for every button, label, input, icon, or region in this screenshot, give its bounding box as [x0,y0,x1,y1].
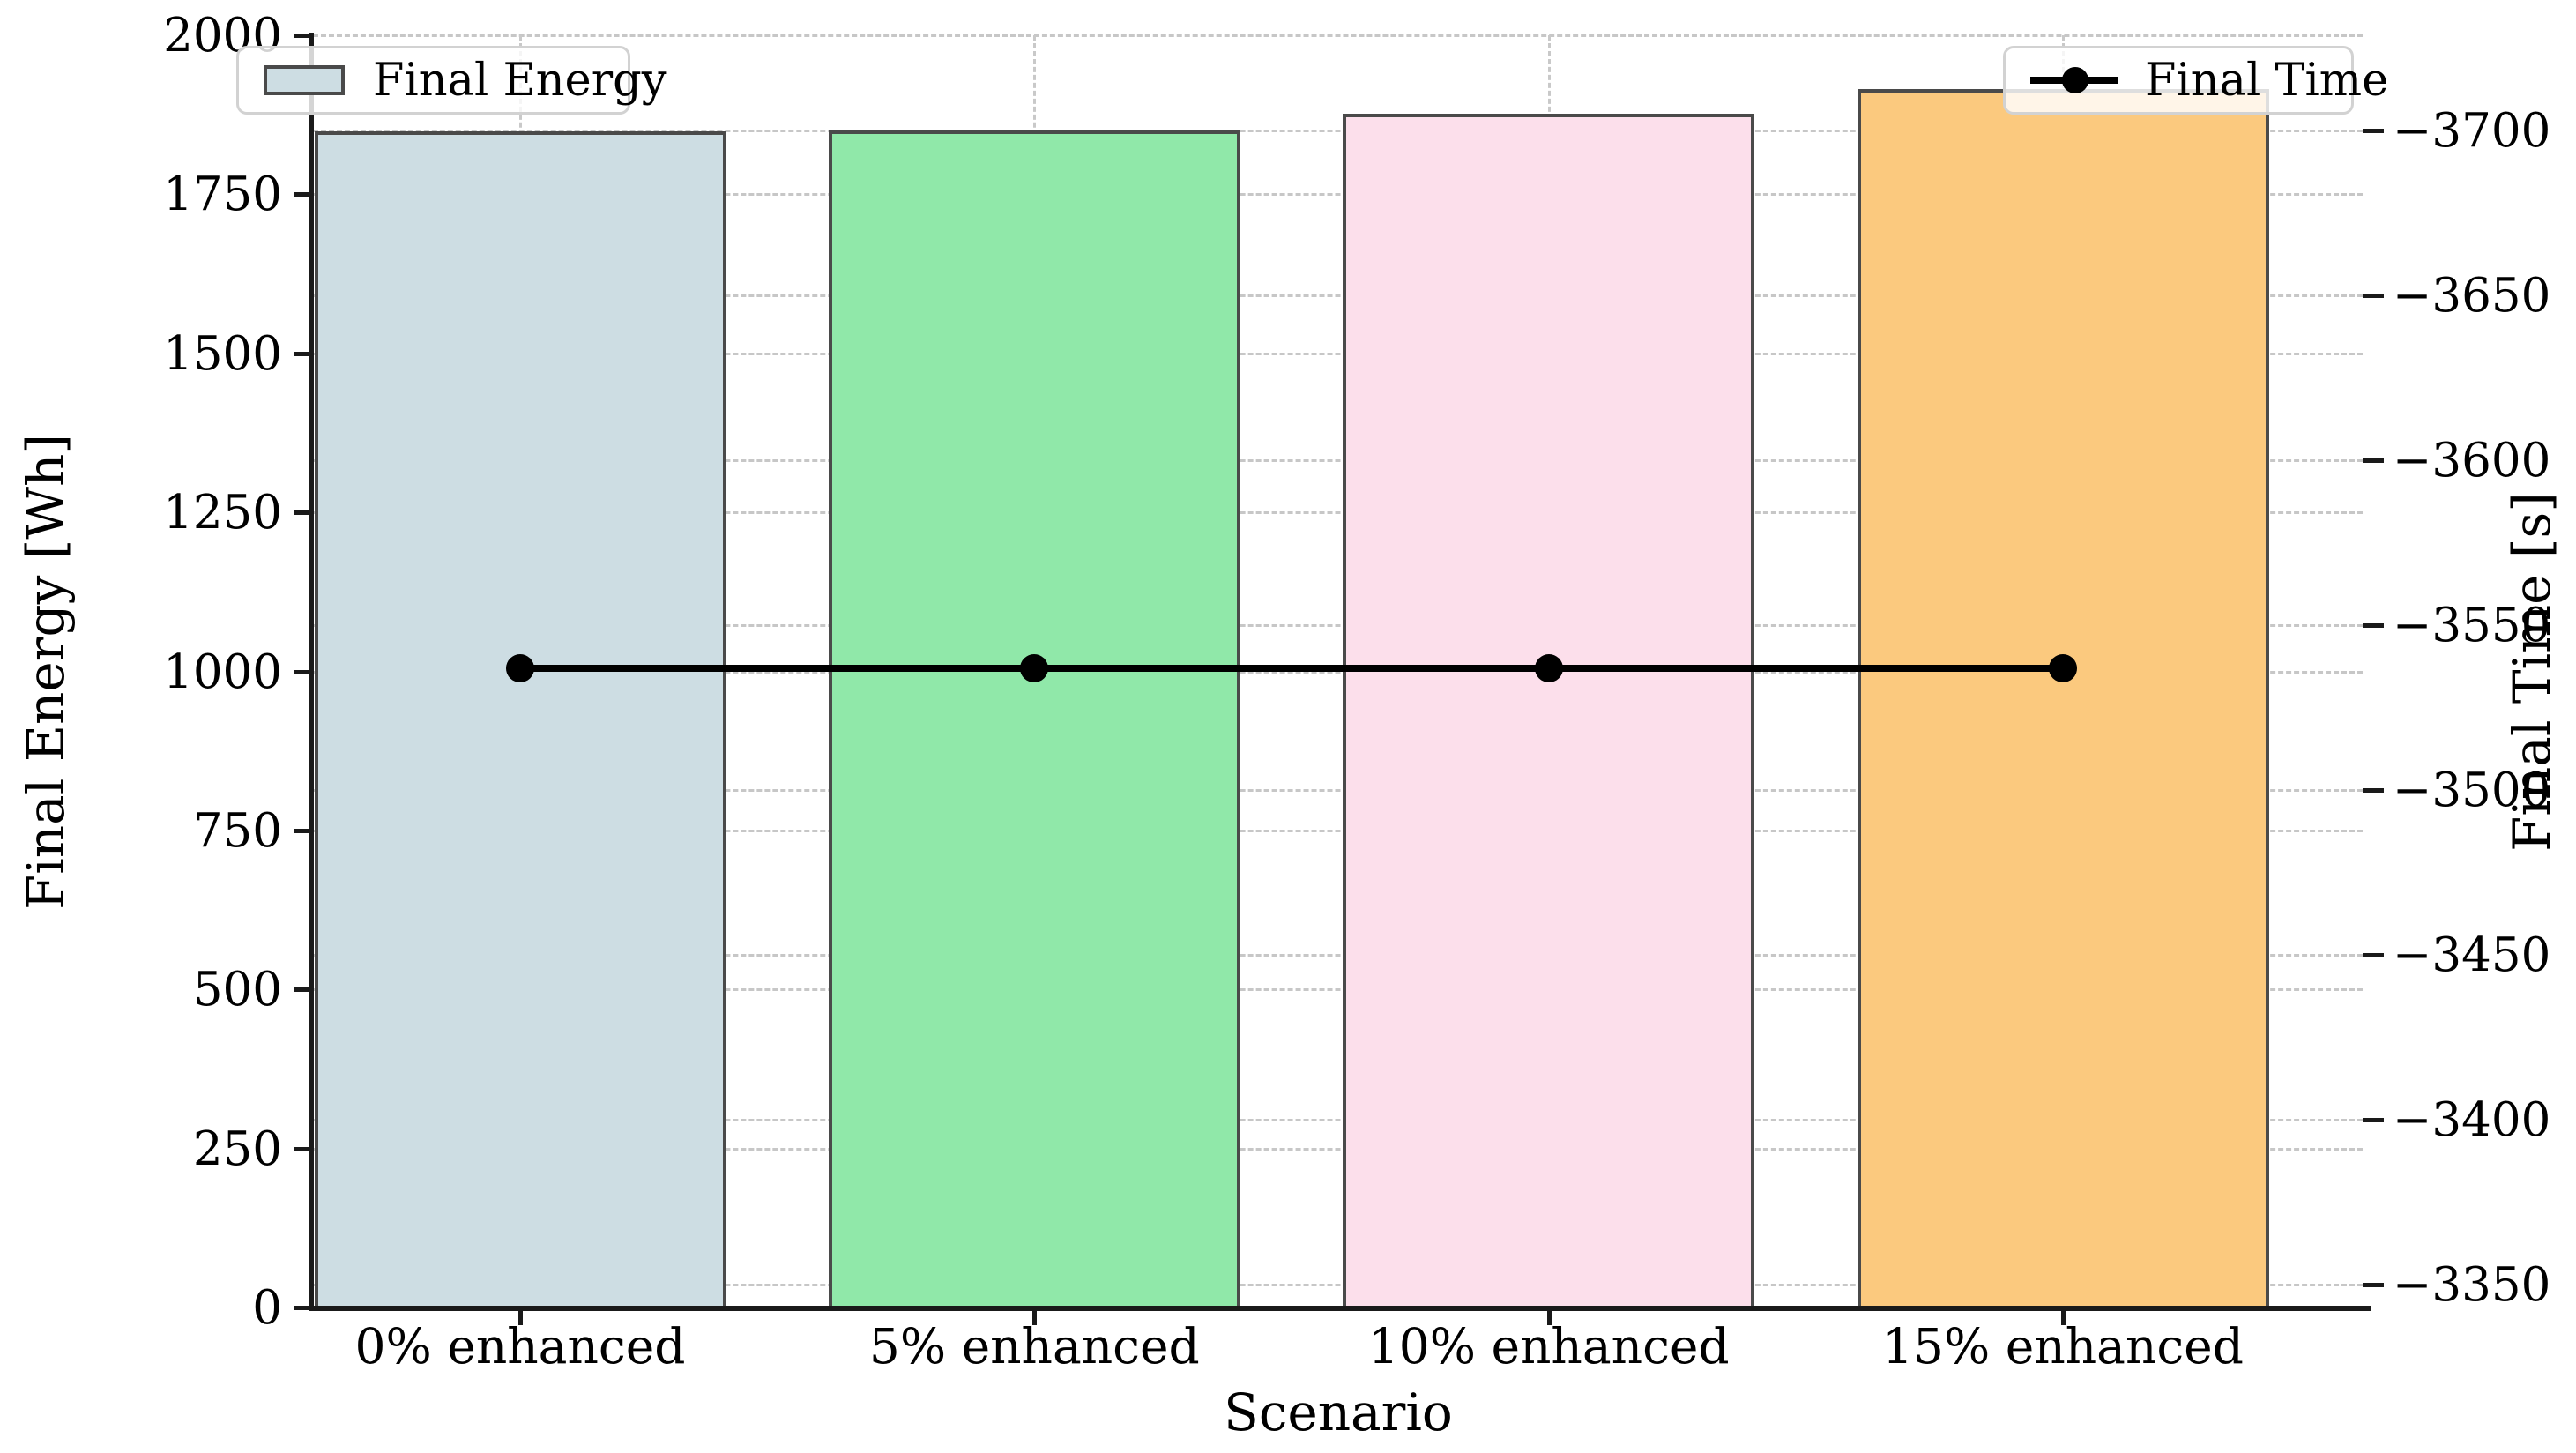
right-tick-label--3350: −3350 [2393,1257,2551,1312]
right-tick--3350 [2363,1282,2384,1287]
bar-0-enhanced [314,130,726,1309]
legend-time-line-marker-icon [2030,67,2118,93]
right-tick--3600 [2363,458,2384,464]
left-tick-label-1250: 1250 [163,486,282,540]
gridline-time--3400 [313,1118,2363,1121]
left-tick-label-500: 500 [192,963,282,1017]
gridline-energy-500 [313,988,2363,992]
gridline-time--3350 [313,1283,2363,1286]
x-tick-2 [1546,1308,1552,1325]
left-tick-1000 [294,669,313,674]
gridline-energy-750 [313,829,2363,832]
left-tick-label-1750: 1750 [163,168,282,222]
gridline-energy-2000 [313,34,2363,37]
bar-10-enhanced [1343,114,1755,1309]
left-tick-label-1000: 1000 [163,645,282,699]
left-tick-500 [294,987,313,993]
left-tick-label-1500: 1500 [163,326,282,381]
left-tick-750 [294,828,313,833]
gridline-time--3600 [313,459,2363,463]
right-axis-title: Final Time [s] [2502,492,2562,852]
final-time-line [520,664,2063,672]
gridline-time--3500 [313,789,2363,793]
x-tick-label-2: 10% enhanced [1367,1318,1730,1375]
right-tick-label--3550: −3550 [2393,599,2551,653]
gridline-energy-250 [313,1147,2363,1151]
x-tick-label-0: 0% enhanced [354,1318,686,1375]
x-axis-title: Scenario [1224,1382,1453,1442]
x-tick-1 [1032,1308,1038,1325]
legend-final-time: Final Time [2003,46,2388,115]
gridline-time--3450 [313,953,2363,957]
left-tick-label-750: 750 [192,803,282,858]
x-tick-label-3: 15% enhanced [1882,1318,2244,1375]
right-tick--3650 [2363,294,2384,299]
gridline-energy-1750 [313,193,2363,197]
right-tick-label--3500: −3500 [2393,764,2551,818]
right-tick-label--3600: −3600 [2393,434,2551,488]
legend-energy-label: Final Energy [373,54,667,107]
left-tick-label-250: 250 [192,1121,282,1176]
right-tick-label--3400: −3400 [2393,1092,2551,1147]
x-tick-label-1: 5% enhanced [868,1318,1200,1375]
final-time-marker-0 [506,653,534,682]
legend-final-energy: Final Energy [236,46,667,115]
left-tick-1250 [294,510,313,516]
right-tick--3450 [2363,952,2384,957]
right-tick-label--3650: −3650 [2393,269,2551,324]
gridline-energy-1500 [313,352,2363,355]
left-tick-0 [294,1306,313,1310]
right-tick-label--3700: −3700 [2393,104,2551,159]
legend-time-dot-icon [2062,67,2088,93]
bottom-axis-spine [309,1306,2371,1311]
bar-15-enhanced [1857,89,2269,1309]
left-tick-2000 [294,34,313,38]
legend-time-label: Final Time [2145,54,2389,107]
final-time-marker-1 [1020,653,1049,682]
right-tick--3400 [2363,1117,2384,1122]
final-time-marker-2 [1534,653,1563,682]
final-time-marker-3 [2049,653,2077,682]
left-tick-1750 [294,192,313,197]
left-axis-title: Final Energy [Wh] [16,433,76,911]
gridline-time--3650 [313,294,2363,298]
left-tick-label-0: 0 [252,1281,282,1335]
right-tick-label--3450: −3450 [2393,928,2551,982]
gridline-energy-1250 [313,511,2363,515]
right-tick--3550 [2363,623,2384,629]
left-tick-250 [294,1146,313,1151]
right-tick--3500 [2363,788,2384,794]
x-tick-3 [2061,1308,2066,1325]
legend-energy-swatch [264,65,345,95]
gridline-energy-1000 [313,670,2363,674]
x-tick-0 [518,1308,523,1325]
gridline-time--3550 [313,624,2363,628]
gridline-time--3700 [313,130,2363,133]
bar-5-enhanced [828,130,1240,1309]
right-tick--3700 [2363,129,2384,134]
left-tick-1500 [294,351,313,356]
